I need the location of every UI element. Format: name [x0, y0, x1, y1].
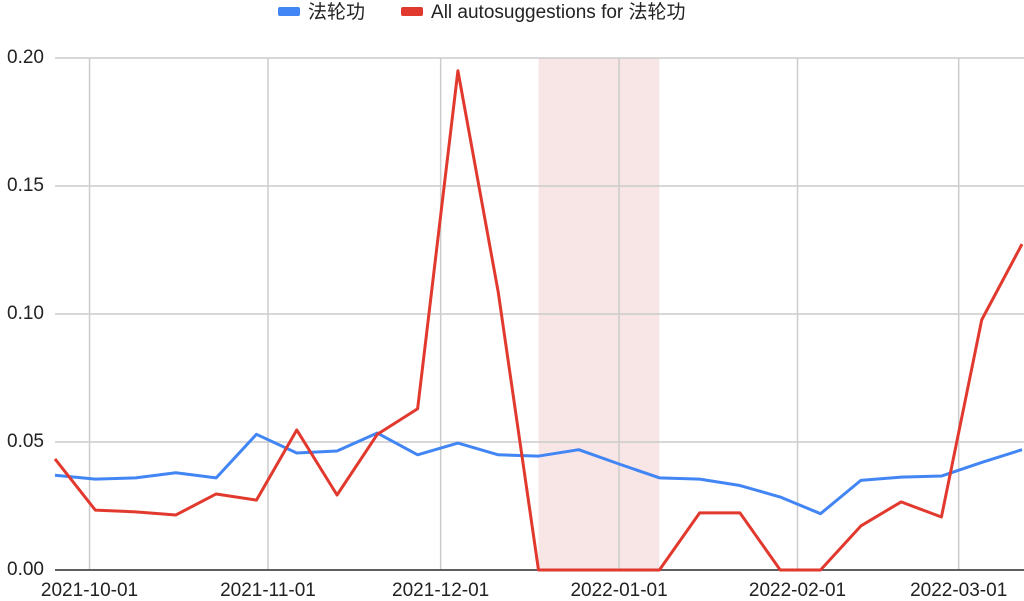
legend-label: 法轮功 — [308, 1, 365, 23]
y-tick-label: 0.10 — [7, 303, 44, 324]
y-tick-label: 0.15 — [7, 175, 44, 196]
x-tick-label: 2022-03-01 — [910, 580, 1007, 601]
x-tick-label: 2021-12-01 — [392, 580, 489, 601]
y-tick-label: 0.20 — [7, 47, 44, 68]
y-tick-label: 0.00 — [7, 559, 44, 580]
series-line — [53, 69, 1024, 572]
y-tick-label: 0.05 — [7, 431, 44, 452]
legend-swatch — [278, 7, 300, 16]
x-tick-label: 2022-02-01 — [749, 580, 846, 601]
legend-swatch — [401, 7, 424, 16]
x-tick-label: 2021-11-01 — [220, 580, 316, 601]
legend-label: All autosuggestions for 法轮功 — [431, 1, 686, 23]
series-line — [54, 431, 1023, 516]
x-tick-label: 2021-10-01 — [41, 580, 138, 601]
x-tick-label: 2022-01-01 — [570, 580, 667, 601]
